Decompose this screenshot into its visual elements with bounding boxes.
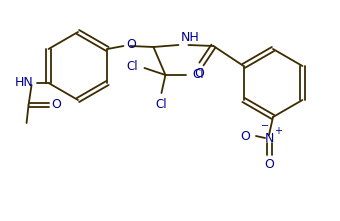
Text: −: − bbox=[261, 121, 269, 131]
Text: O: O bbox=[126, 38, 136, 51]
Text: O: O bbox=[194, 67, 204, 80]
Text: HN: HN bbox=[15, 76, 34, 90]
Text: O: O bbox=[52, 99, 62, 112]
Text: N: N bbox=[264, 133, 274, 145]
Text: O: O bbox=[240, 130, 250, 143]
Text: Cl: Cl bbox=[156, 98, 167, 111]
Text: O: O bbox=[264, 158, 274, 171]
Text: Cl: Cl bbox=[127, 61, 138, 74]
Text: Cl: Cl bbox=[192, 69, 204, 82]
Text: +: + bbox=[274, 126, 282, 136]
Text: NH: NH bbox=[181, 31, 199, 44]
